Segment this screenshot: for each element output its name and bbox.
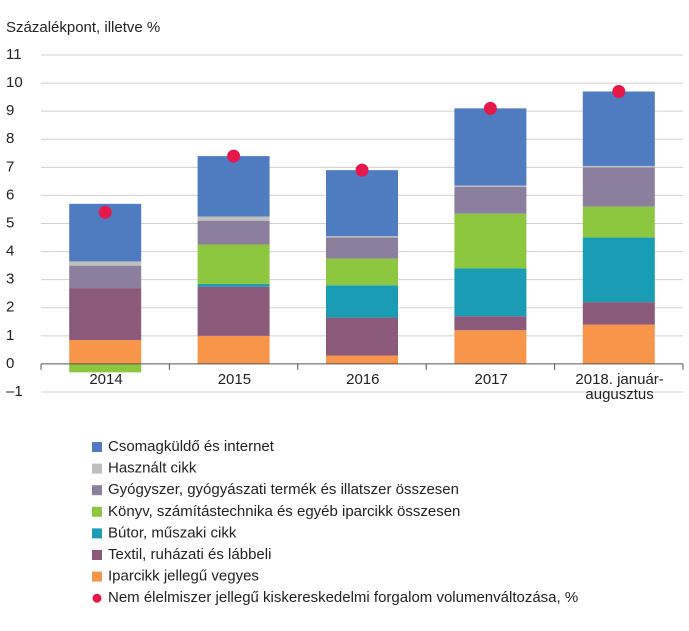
- bar-segment: [454, 268, 527, 317]
- dot: [483, 101, 497, 115]
- y-tick-label: 2: [6, 299, 14, 316]
- bar-segment: [69, 265, 142, 289]
- x-tick-label: 2017: [474, 371, 508, 388]
- bar-segment: [197, 156, 270, 217]
- legend-marker: [92, 442, 102, 452]
- dot: [612, 85, 626, 99]
- bar-segment: [69, 363, 142, 373]
- bar-segment: [326, 317, 398, 356]
- y-tick-label: 10: [6, 74, 23, 91]
- legend-marker: [92, 506, 102, 517]
- legend-marker: [92, 485, 102, 496]
- dot: [98, 205, 112, 219]
- bar-segment: [582, 167, 655, 207]
- bar-segment: [454, 185, 527, 187]
- bar-segment: [69, 261, 142, 266]
- bar-segment: [582, 206, 655, 238]
- legend-label: Iparcikk jellegű vegyes: [108, 568, 259, 585]
- bar-segment: [326, 236, 398, 238]
- legend-label: Csomagküldő és internet: [108, 438, 275, 455]
- legend-marker: [92, 571, 102, 582]
- bar-segment: [197, 283, 270, 287]
- bar-segment: [69, 288, 142, 341]
- legend-marker: [92, 550, 102, 560]
- y-tick-label: 5: [6, 214, 14, 231]
- bar-segment: [326, 258, 398, 286]
- bar-segment: [454, 316, 527, 331]
- y-tick-label: 11: [6, 46, 22, 63]
- bar-segment: [582, 324, 655, 364]
- dot: [355, 163, 369, 177]
- bar-segment: [582, 237, 655, 303]
- y-tick-label: 4: [6, 243, 14, 260]
- y-tick-label: 1: [6, 327, 14, 344]
- y-tick-label: 6: [6, 186, 14, 203]
- y-tick-label: 8: [6, 130, 14, 147]
- y-axis-title: Százalékpont, illetve %: [6, 19, 160, 36]
- legend-label: Nem élelmiszer jellegű kiskereskedelmi f…: [108, 589, 578, 606]
- legend-marker: [92, 593, 102, 603]
- x-tick-label: 2014: [89, 371, 123, 388]
- bar-segment: [326, 285, 398, 318]
- bar-segment: [454, 213, 527, 269]
- legend-label: Bútor, műszaki cikk: [108, 524, 237, 541]
- bar-segment: [197, 220, 270, 245]
- y-tick-label: 7: [6, 158, 14, 175]
- legend-marker: [92, 528, 102, 539]
- bar-segment: [454, 108, 527, 186]
- bar-segment: [582, 91, 655, 166]
- bar-segment: [582, 302, 655, 325]
- bar-segment: [454, 330, 527, 364]
- bar-segment: [69, 340, 142, 364]
- bar-segment: [582, 165, 655, 168]
- y-tick-label: –1: [6, 383, 23, 400]
- bar-segment: [326, 170, 398, 237]
- legend-label: Gyógyszer, gyógyászati termék és illatsz…: [108, 481, 459, 498]
- bar-segment: [326, 237, 398, 259]
- x-tick-label: 2016: [346, 371, 380, 388]
- legend-label: Használt cikk: [108, 460, 197, 477]
- legend-label: Textil, ruházati és lábbeli: [108, 546, 271, 563]
- bar-segment: [454, 186, 527, 214]
- y-tick-label: 3: [6, 271, 14, 288]
- y-tick-label: 0: [6, 355, 14, 372]
- legend-marker: [92, 463, 102, 474]
- bar-segment: [197, 335, 270, 364]
- bar-segment: [197, 244, 270, 284]
- bar-segment: [326, 355, 398, 364]
- legend-label: Könyv, számítástechnika és egyéb iparcik…: [108, 503, 460, 520]
- dot: [227, 149, 241, 163]
- x-tick-label: 2018. január- augusztus: [575, 371, 664, 403]
- bar-segment: [197, 286, 270, 336]
- y-tick-label: 9: [6, 102, 14, 119]
- bar-segment: [197, 216, 270, 221]
- x-tick-label: 2015: [217, 371, 252, 388]
